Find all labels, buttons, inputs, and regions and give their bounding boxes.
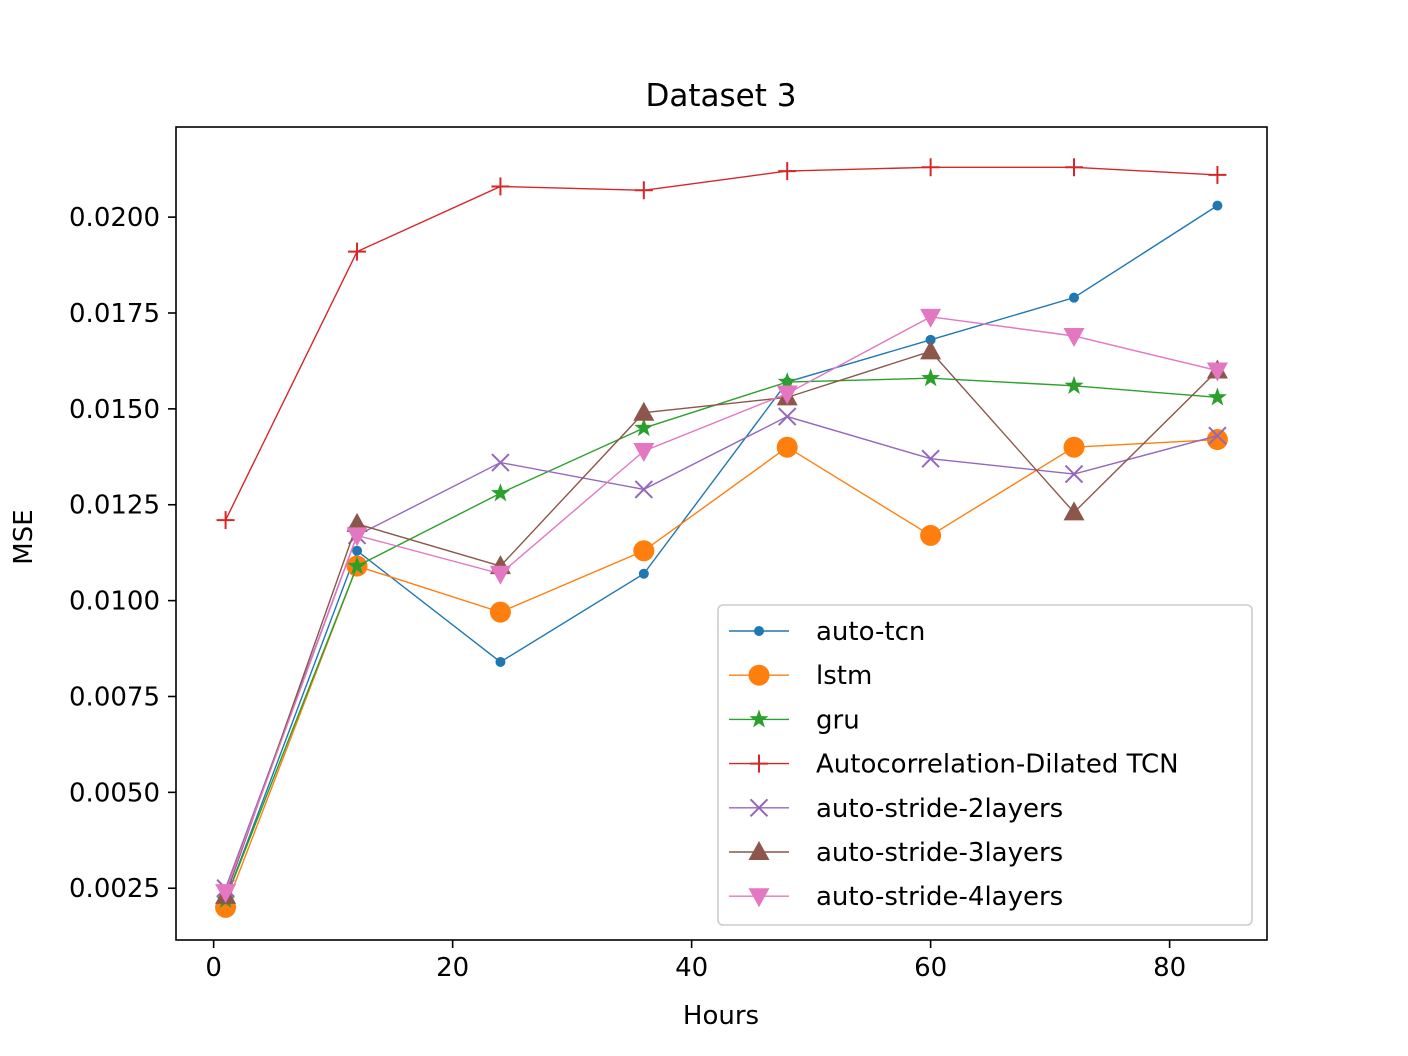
- legend-box: [717, 604, 1253, 926]
- data-point: [346, 512, 368, 532]
- legend-entry: auto-tcn: [729, 617, 925, 647]
- data-point: [920, 524, 942, 546]
- y-axis-label: MSE: [9, 509, 39, 564]
- series-2: [215, 429, 1228, 918]
- data-point: [495, 656, 506, 667]
- data-point: [921, 158, 940, 177]
- legend-marker: [749, 709, 769, 728]
- series-4: [216, 158, 1227, 530]
- legend-marker: [750, 754, 768, 773]
- data-point: [633, 540, 655, 562]
- data-point: [921, 368, 941, 387]
- x-tick-label: 20: [436, 953, 469, 983]
- data-point: [216, 511, 235, 530]
- data-point: [633, 401, 655, 421]
- series-7: [215, 308, 1228, 904]
- plot-frame: [175, 126, 1268, 941]
- x-tick-label: 0: [205, 953, 222, 983]
- y-tick-label: 0.0175: [69, 299, 160, 329]
- data-point: [778, 162, 797, 181]
- data-point: [1063, 436, 1085, 458]
- data-point: [1065, 158, 1084, 177]
- y-tick-label: 0.0025: [69, 874, 160, 904]
- legend-label: auto-stride-2layers: [816, 794, 1063, 824]
- series-layer: [215, 158, 1228, 918]
- data-point: [1063, 328, 1085, 348]
- y-tick-label: 0.0150: [69, 395, 160, 425]
- data-point: [634, 181, 653, 200]
- legend-marker: [749, 798, 769, 818]
- x-axis-label: Hours: [683, 1001, 759, 1031]
- data-point: [352, 545, 363, 556]
- legend-marker: [748, 664, 770, 686]
- x-axis: 0 20 40 60 80: [205, 940, 1186, 983]
- y-tick-label: 0.0075: [69, 682, 160, 712]
- data-point: [777, 372, 797, 391]
- legend-label: gru: [816, 705, 860, 735]
- data-point: [215, 884, 237, 904]
- data-point: [921, 449, 940, 468]
- data-point: [634, 418, 654, 437]
- data-point: [489, 565, 511, 585]
- data-point: [1206, 429, 1228, 451]
- x-tick-label: 40: [675, 953, 708, 983]
- y-tick-label: 0.0125: [69, 491, 160, 521]
- series-5: [216, 407, 1227, 898]
- legend-entry: auto-stride-3layers: [729, 838, 1063, 868]
- data-point: [490, 483, 510, 502]
- x-tick-label: 60: [914, 953, 947, 983]
- series-line: [224, 438, 1218, 908]
- legend-label: Autocorrelation-Dilated TCN: [816, 750, 1179, 780]
- legend-entry: auto-stride-2layers: [729, 794, 1063, 824]
- legend-entry: lstm: [729, 661, 872, 691]
- data-point: [1064, 464, 1084, 484]
- data-point: [1208, 165, 1227, 184]
- data-point: [638, 568, 649, 579]
- data-point: [1212, 200, 1223, 211]
- legend: auto-tcn lstm gru Autocorrelation-Dilated T…: [717, 604, 1253, 926]
- data-point: [920, 308, 942, 328]
- y-tick-label: 0.0200: [69, 203, 160, 233]
- data-point: [1208, 426, 1227, 445]
- legend-marker: [754, 626, 764, 636]
- data-point: [346, 527, 368, 547]
- chart-title: Dataset 3: [646, 78, 797, 114]
- y-axis: 0.0025 0.0050 0.0075 0.0100 0.0125 0.0150 0.01…: [69, 203, 176, 904]
- legend-entry: auto-stride-4layers: [729, 882, 1063, 912]
- series-line: [224, 205, 1218, 900]
- data-point: [489, 601, 511, 623]
- legend-marker: [748, 841, 770, 860]
- series-line: [224, 350, 1218, 897]
- legend-entry: Autocorrelation-Dilated TCN: [729, 750, 1179, 780]
- legend-label: auto-stride-4layers: [816, 882, 1063, 912]
- data-point: [776, 385, 798, 405]
- data-point: [920, 340, 942, 360]
- data-point: [633, 443, 655, 463]
- y-tick-label: 0.0100: [69, 587, 160, 617]
- data-point: [778, 407, 797, 426]
- series-line: [224, 166, 1218, 521]
- data-point: [347, 556, 367, 575]
- data-point: [1206, 362, 1228, 382]
- data-point: [1069, 292, 1080, 303]
- legend-entry: gru: [729, 705, 860, 735]
- data-point: [491, 453, 510, 472]
- data-point: [634, 480, 654, 499]
- data-point: [776, 436, 798, 458]
- legend-marker: [748, 888, 770, 908]
- legend-label: auto-tcn: [816, 617, 925, 647]
- y-tick-label: 0.0050: [69, 778, 160, 808]
- data-point: [1207, 387, 1227, 406]
- data-point: [1064, 375, 1084, 394]
- data-point: [925, 334, 936, 345]
- data-point: [1063, 501, 1085, 521]
- series-line: [224, 316, 1218, 893]
- series-line: [224, 415, 1218, 889]
- data-point: [348, 242, 367, 261]
- data-point: [491, 177, 510, 196]
- legend-label: auto-stride-3layers: [816, 838, 1063, 868]
- x-tick-label: 80: [1153, 953, 1186, 983]
- legend-label: lstm: [816, 661, 872, 691]
